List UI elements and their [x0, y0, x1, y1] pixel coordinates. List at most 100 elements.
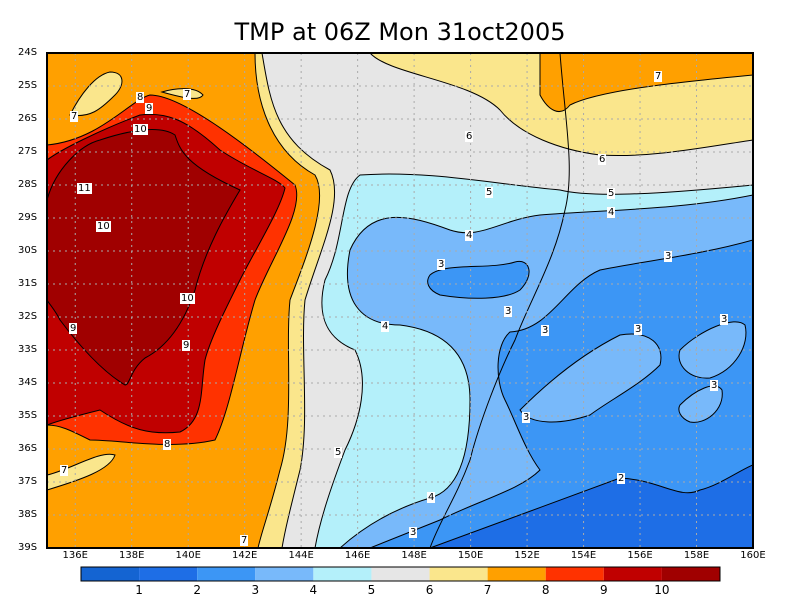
- legend-frame: [80, 566, 721, 582]
- contour-label: 8: [136, 92, 145, 103]
- lat-tick-label: 26S: [18, 113, 38, 124]
- legend-swatch: [429, 567, 488, 581]
- lat-tick-label: 32S: [18, 311, 38, 322]
- contour-label: 4: [427, 492, 436, 503]
- legend-label: 10: [654, 583, 670, 597]
- lat-tick-label: 29S: [18, 212, 38, 223]
- legend-swatch: [139, 567, 198, 581]
- chart-title: TMP at 06Z Mon 31oct2005: [234, 18, 566, 46]
- legend-label: 4: [309, 583, 318, 597]
- lon-tick-label: 148E: [401, 550, 427, 561]
- lat-tick-label: 24S: [18, 47, 38, 58]
- legend-label: 2: [193, 583, 201, 597]
- legend-label: 8: [541, 583, 550, 597]
- region-1-2: [429, 464, 753, 548]
- contour-label: 9: [69, 323, 78, 334]
- legend-label: 5: [367, 583, 376, 597]
- lon-tick-label: 144E: [288, 550, 314, 561]
- plot-frame: [46, 52, 754, 549]
- lon-tick-label: 154E: [570, 550, 597, 561]
- lon-tick-label: 152E: [514, 550, 540, 561]
- lat-tick-label: 28S: [18, 179, 38, 190]
- contour-label: 3: [437, 259, 446, 270]
- legend-swatch: [661, 567, 720, 581]
- legend-label: 1: [135, 583, 143, 597]
- lat-tick-label: 35S: [18, 410, 38, 421]
- contour-label: 3: [664, 251, 673, 262]
- contour-label: 10: [133, 124, 148, 135]
- island-6-7: [47, 453, 116, 491]
- region-3-4-oval: [678, 321, 747, 379]
- region-7-8-northeast: [539, 53, 753, 113]
- contour-label: 3: [634, 324, 643, 335]
- contour-label: 10: [96, 221, 111, 232]
- contour-label: 5: [334, 447, 343, 458]
- lat-tick-label: 27S: [18, 146, 38, 157]
- contour-label: 4: [381, 321, 390, 332]
- legend-label: 6: [425, 583, 434, 597]
- contour-label: 6: [465, 131, 474, 142]
- region-above-10: [47, 129, 241, 386]
- contour-label: 4: [607, 207, 616, 218]
- region-3-4-oval: [678, 385, 723, 423]
- legend-swatch: [371, 567, 430, 581]
- contour-label: 7: [60, 465, 69, 476]
- lon-tick-label: 150E: [457, 550, 484, 561]
- lon-tick-label: 140E: [175, 550, 201, 561]
- contour-label: 7: [240, 535, 249, 546]
- lat-tick-label: 33S: [18, 344, 38, 355]
- lat-tick-label: 37S: [18, 476, 38, 487]
- island-6-7: [160, 88, 204, 99]
- legend-swatch: [487, 567, 546, 581]
- gridlines: [47, 53, 753, 548]
- contour-label: 5: [607, 188, 616, 199]
- contour-label: 9: [182, 340, 191, 351]
- contour-label: 3: [522, 412, 531, 423]
- contour-label: 10: [180, 293, 195, 304]
- lat-tick-label: 30S: [18, 245, 38, 256]
- legend-swatch: [255, 567, 314, 581]
- lon-tick-label: 138E: [119, 550, 145, 561]
- lat-tick-label: 39S: [18, 542, 38, 553]
- legend-label: 3: [251, 583, 260, 597]
- island-6-7: [69, 71, 123, 117]
- color-legend: [80, 566, 721, 582]
- contour-label: 11: [77, 183, 92, 194]
- lon-tick-label: 160E: [740, 550, 766, 561]
- lat-tick-label: 36S: [18, 443, 38, 454]
- contour-label: 4: [465, 230, 474, 241]
- contour-label: 7: [70, 111, 79, 122]
- contour-label: 3: [720, 314, 729, 325]
- legend-swatch: [545, 567, 604, 581]
- contour-label: 3: [409, 527, 418, 538]
- lat-tick-label: 31S: [18, 278, 38, 289]
- contour-label: 6: [598, 154, 607, 165]
- legend-swatch: [197, 567, 256, 581]
- contour-label: 3: [541, 325, 550, 336]
- legend-swatch: [313, 567, 372, 581]
- contour-label: 3: [504, 306, 513, 317]
- coastline: [429, 53, 570, 548]
- lon-tick-label: 136E: [62, 550, 88, 561]
- lon-tick-label: 142E: [231, 550, 258, 561]
- legend-swatch: [81, 567, 140, 581]
- lat-tick-label: 34S: [18, 377, 38, 388]
- contour-label: 7: [183, 89, 192, 100]
- contour-label: 8: [163, 439, 172, 450]
- contour-label: 5: [485, 187, 494, 198]
- contour-label: 3: [710, 380, 719, 391]
- legend-swatch: [603, 567, 662, 581]
- lat-tick-label: 38S: [18, 509, 38, 520]
- contour-label: 9: [145, 103, 154, 114]
- region-2-3-island: [427, 260, 530, 299]
- region-3-4-tongue: [519, 333, 662, 423]
- lat-tick-label: 25S: [18, 80, 38, 91]
- contour-label: 7: [654, 71, 663, 82]
- lon-tick-label: 146E: [344, 550, 371, 561]
- contour-label: 2: [617, 473, 626, 484]
- lon-tick-label: 158E: [683, 550, 710, 561]
- legend-label: 7: [483, 583, 492, 597]
- lon-tick-label: 156E: [627, 550, 653, 561]
- legend-label: 9: [599, 583, 608, 597]
